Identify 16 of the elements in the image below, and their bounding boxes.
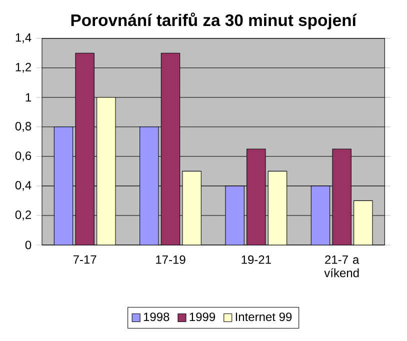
legend-label: 1999 — [190, 312, 216, 322]
x-tick-label: 17-19 — [156, 255, 186, 264]
y-tick-label: 0,8 — [15, 122, 32, 132]
y-tick-label: 1 — [26, 93, 32, 102]
x-tick-label: 19-21 — [242, 255, 271, 264]
x-tick-label: 21-7 a víkend — [324, 255, 360, 278]
legend-label: 1998 — [144, 312, 170, 322]
y-tick-label: 0,2 — [15, 210, 31, 220]
y-tick-label: 0,6 — [15, 151, 32, 162]
y-tick-label: 1,2 — [16, 62, 31, 73]
chart-title: Porovnání tarifů za 30 minut spojení — [71, 12, 357, 30]
x-tick-label: 7-17 — [73, 255, 96, 264]
y-tick-label: 0 — [25, 240, 32, 250]
legend-label: Internet 99 — [236, 312, 292, 322]
y-tick-label: 1,4 — [16, 33, 32, 44]
y-tick-label: 0,4 — [15, 180, 32, 191]
